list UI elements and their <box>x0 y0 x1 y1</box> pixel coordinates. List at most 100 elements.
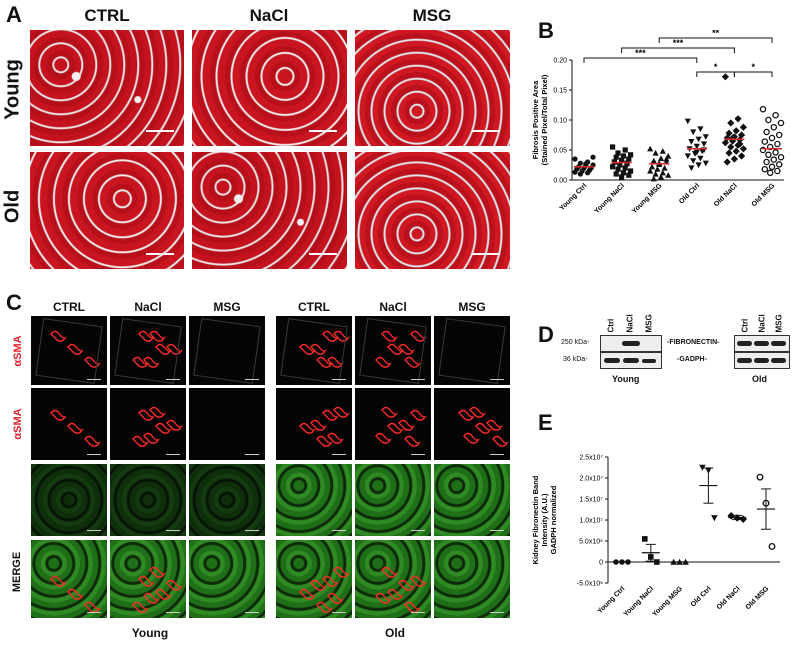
western-lane-label: MSG <box>644 314 654 333</box>
panel-c-col-2: NaCl <box>134 300 162 314</box>
if-image-asma-high-old-nacl <box>355 388 431 460</box>
data-point <box>732 127 740 135</box>
if-image-asma-high-young-nacl <box>110 388 186 460</box>
data-point <box>657 173 665 180</box>
if-image-asma-low-old-ctrl <box>276 316 352 385</box>
if-image-green-old-msg <box>434 464 510 536</box>
data-point <box>775 131 783 139</box>
data-point <box>620 170 626 176</box>
if-image-merge-old-msg <box>434 540 510 618</box>
data-point <box>572 169 578 175</box>
fibronectin-label: -FIBRONECTIN- <box>667 339 720 346</box>
data-point <box>772 111 779 119</box>
panel-a-col-msg: MSG <box>412 6 452 25</box>
data-point <box>610 144 616 150</box>
western-young-gadph <box>600 352 662 369</box>
data-point <box>774 167 781 175</box>
x-tick-label: Old MSG <box>751 182 777 208</box>
data-point <box>770 156 778 163</box>
if-image-asma-low-young-ctrl <box>31 316 107 385</box>
data-point <box>766 169 774 177</box>
data-point <box>690 129 697 136</box>
panel-a-col-nacl: NaCl <box>249 6 289 25</box>
x-tick-label: Young Ctrl <box>597 585 627 615</box>
data-point <box>647 145 654 152</box>
western-lane-label: NaCl <box>625 314 635 333</box>
significance-bracket <box>621 47 735 53</box>
data-point <box>770 123 778 131</box>
data-point <box>647 167 654 174</box>
y-axis-label: (Stained Pixel/Total Pixel) <box>540 74 549 165</box>
data-point <box>688 139 695 145</box>
y-tick-label: 0.20 <box>553 58 567 65</box>
significance-label: *** <box>673 38 684 48</box>
data-point <box>738 131 746 139</box>
data-point <box>695 162 702 169</box>
trichrome-old-msg-image <box>355 152 510 269</box>
panel-a-col-ctrl: CTRL <box>84 6 130 25</box>
data-point <box>684 118 691 125</box>
data-point <box>622 165 628 171</box>
data-point <box>615 166 621 172</box>
data-point <box>619 157 625 163</box>
if-image-merge-young-ctrl <box>31 540 107 618</box>
panel-c-col-3: MSG <box>213 300 241 314</box>
data-point <box>725 149 733 157</box>
x-tick-label: Young MSG <box>631 182 664 215</box>
data-point <box>700 141 708 148</box>
panel-c-row-merge: MERGE <box>11 551 23 593</box>
data-point <box>695 136 702 143</box>
fibrosis-scatter-chart: 0.00 0.05 0.10 0.15 0.20 Fibrosis Positive Ar… <box>531 30 785 215</box>
significance-label: *** <box>635 48 646 58</box>
data-point <box>652 170 659 177</box>
data-point <box>626 156 632 162</box>
y-axis-label: GADPH normalized <box>549 485 558 554</box>
data-point <box>697 155 704 162</box>
panel-b-label: B <box>538 18 554 43</box>
data-point <box>654 559 660 565</box>
x-tick-label: Old Ctrl <box>690 585 713 608</box>
if-image-merge-old-nacl <box>355 540 431 618</box>
panel-c-row-asma-2: αSMA <box>12 408 24 440</box>
panel-d-group-young: Young <box>612 374 640 384</box>
data-point <box>756 473 764 481</box>
trichrome-young-ctrl-image <box>30 30 184 146</box>
if-image-asma-low-young-msg <box>189 316 265 385</box>
significance-label: ** <box>712 30 720 38</box>
if-image-asma-low-old-nacl <box>355 316 431 385</box>
if-image-merge-young-msg <box>189 540 265 618</box>
data-point <box>617 162 623 168</box>
data-point <box>768 163 776 171</box>
data-point <box>763 158 770 166</box>
data-point <box>721 73 729 81</box>
x-tick-label: Old NaCl <box>713 182 739 208</box>
significance-bracket <box>696 71 735 77</box>
if-image-merge-old-ctrl <box>276 540 352 618</box>
data-point <box>763 128 770 136</box>
data-point <box>626 172 632 178</box>
data-point <box>650 157 657 164</box>
y-tick-label: 2.0x10⁷ <box>579 476 603 483</box>
western-lane-label: MSG <box>774 314 784 333</box>
if-image-green-young-nacl <box>110 464 186 536</box>
western-old-gadph <box>734 352 790 369</box>
data-point <box>777 119 785 127</box>
data-point <box>642 536 648 542</box>
if-image-green-young-msg <box>189 464 265 536</box>
data-point <box>663 155 670 162</box>
panel-a-label: A <box>6 2 22 27</box>
data-point <box>585 170 591 176</box>
y-tick-label: 1.0x10⁷ <box>579 518 603 525</box>
trichrome-old-nacl-image <box>192 152 347 269</box>
data-point <box>774 140 781 148</box>
kda-250-label: 250 kDa- <box>561 339 590 346</box>
data-point <box>711 515 718 522</box>
y-tick-label: 0.05 <box>553 148 567 155</box>
data-point <box>765 116 772 124</box>
if-image-green-old-nacl <box>355 464 431 536</box>
data-point <box>727 143 735 151</box>
gadph-label: -GADPH- <box>677 356 707 363</box>
if-image-asma-low-old-msg <box>434 316 510 385</box>
x-tick-label: Young NaCl <box>593 182 626 215</box>
if-image-green-old-ctrl <box>276 464 352 536</box>
